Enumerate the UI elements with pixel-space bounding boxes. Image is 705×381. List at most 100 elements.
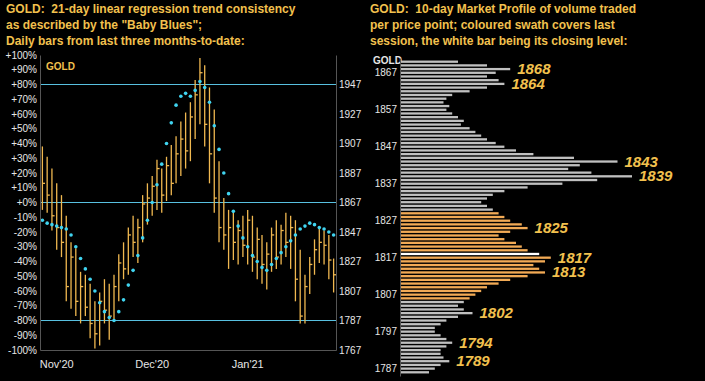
- price-close: [214, 197, 217, 198]
- tick-label: +40%: [11, 138, 37, 149]
- subtitle: Daily bars from last three months-to-dat…: [6, 34, 245, 48]
- volume-bar: [400, 327, 435, 329]
- tick: -90%: [14, 330, 40, 341]
- trend-dot: [241, 236, 245, 240]
- volume-bar: [400, 64, 487, 66]
- price-close: [147, 197, 150, 198]
- volume-bar: [400, 183, 562, 185]
- price-range: [185, 113, 186, 169]
- trend-dot: [64, 227, 68, 231]
- tick: +40%: [11, 138, 40, 149]
- price-range: [152, 176, 153, 216]
- price-range: [89, 284, 90, 339]
- volume-bar: [400, 157, 574, 159]
- trend-dot: [165, 142, 169, 146]
- trend-dot: [203, 86, 207, 90]
- volume-bar: [400, 194, 493, 196]
- volume-bar: [400, 216, 504, 218]
- price-range: [333, 259, 334, 293]
- price-range: [99, 292, 100, 345]
- price-close: [334, 274, 336, 275]
- volume-bar: [400, 175, 632, 177]
- volume-bar: [400, 142, 496, 144]
- volume-bar: [400, 275, 528, 277]
- tick: -30%: [14, 241, 40, 252]
- tick: +30%: [11, 153, 40, 164]
- volume-bar: [400, 338, 446, 340]
- price-close: [85, 307, 88, 308]
- volume-bar: [400, 160, 618, 162]
- trend-dot: [117, 310, 121, 314]
- trend-dot: [174, 103, 178, 107]
- price-range: [171, 145, 172, 195]
- tick-label: -90%: [14, 330, 37, 341]
- volume-bar: [400, 79, 499, 81]
- price-close: [209, 153, 212, 154]
- tick: -10%: [14, 212, 40, 223]
- tick: 1857: [375, 104, 400, 115]
- trend-dot: [317, 226, 321, 230]
- price-close: [114, 286, 117, 287]
- trend-dot: [74, 245, 78, 249]
- price-range: [42, 146, 43, 209]
- tick-label: -70%: [14, 300, 37, 311]
- axis-line: [40, 56, 41, 351]
- tick: 1787: [375, 363, 400, 374]
- price-close: [319, 242, 322, 243]
- price-range: [94, 301, 95, 348]
- tick: 1767: [336, 345, 362, 356]
- trend-dot: [212, 124, 216, 128]
- price-close: [195, 94, 198, 95]
- tick: -80%: [14, 315, 40, 326]
- tick-label: 1847: [375, 141, 398, 152]
- title: GOLD: 21-day linear regression trend con…: [6, 2, 296, 16]
- tick: Dec'20: [135, 350, 169, 370]
- axis: 178717971807181718271837184718571867: [375, 59, 401, 377]
- price-range: [257, 228, 258, 280]
- trend-dot: [103, 310, 107, 314]
- volume-bar: [400, 286, 487, 288]
- volume-bar: [400, 301, 464, 303]
- volume-bar: [400, 253, 539, 255]
- price-range: [70, 242, 71, 308]
- price-range: [161, 169, 162, 213]
- price-close: [61, 242, 64, 243]
- price-close: [90, 323, 93, 324]
- trend-dot: [289, 239, 293, 243]
- trend-dot: [222, 171, 226, 175]
- tick-label: 1827: [339, 256, 362, 267]
- volume-bar: [400, 212, 499, 214]
- price-range: [56, 183, 57, 249]
- price-close: [224, 234, 227, 235]
- volume-bar: [400, 308, 464, 310]
- tick-label: 1927: [339, 109, 362, 120]
- volume-bar: [400, 356, 444, 358]
- volume-bar: [400, 205, 487, 207]
- level-label: 1813: [552, 263, 586, 280]
- tick-label: Nov'20: [40, 358, 74, 370]
- panel-label: GOLD: [46, 61, 75, 72]
- trend-dot: [155, 183, 159, 187]
- axis: Nov'20Dec'20Jan'21: [40, 350, 337, 370]
- price-close: [167, 165, 170, 166]
- trend-dot: [127, 283, 131, 287]
- price-range: [261, 235, 262, 284]
- tick: 1797: [375, 326, 400, 337]
- volume-bar: [400, 208, 493, 210]
- reference-line: [40, 84, 336, 85]
- price-close: [128, 234, 131, 235]
- volume-bar: [400, 90, 470, 92]
- price-close: [267, 253, 270, 254]
- trend-dot: [303, 224, 307, 228]
- tick-label: -60%: [14, 286, 37, 297]
- volume-bar: [400, 342, 452, 344]
- volume-bar: [400, 257, 551, 259]
- level-label: 1839: [639, 167, 673, 184]
- tick-label: 1847: [339, 227, 362, 238]
- trend-dot: [150, 201, 154, 205]
- price-range: [309, 257, 310, 294]
- trend-dot: [122, 298, 126, 302]
- price-close: [152, 186, 155, 187]
- price-range: [118, 254, 119, 301]
- price-close: [257, 239, 260, 240]
